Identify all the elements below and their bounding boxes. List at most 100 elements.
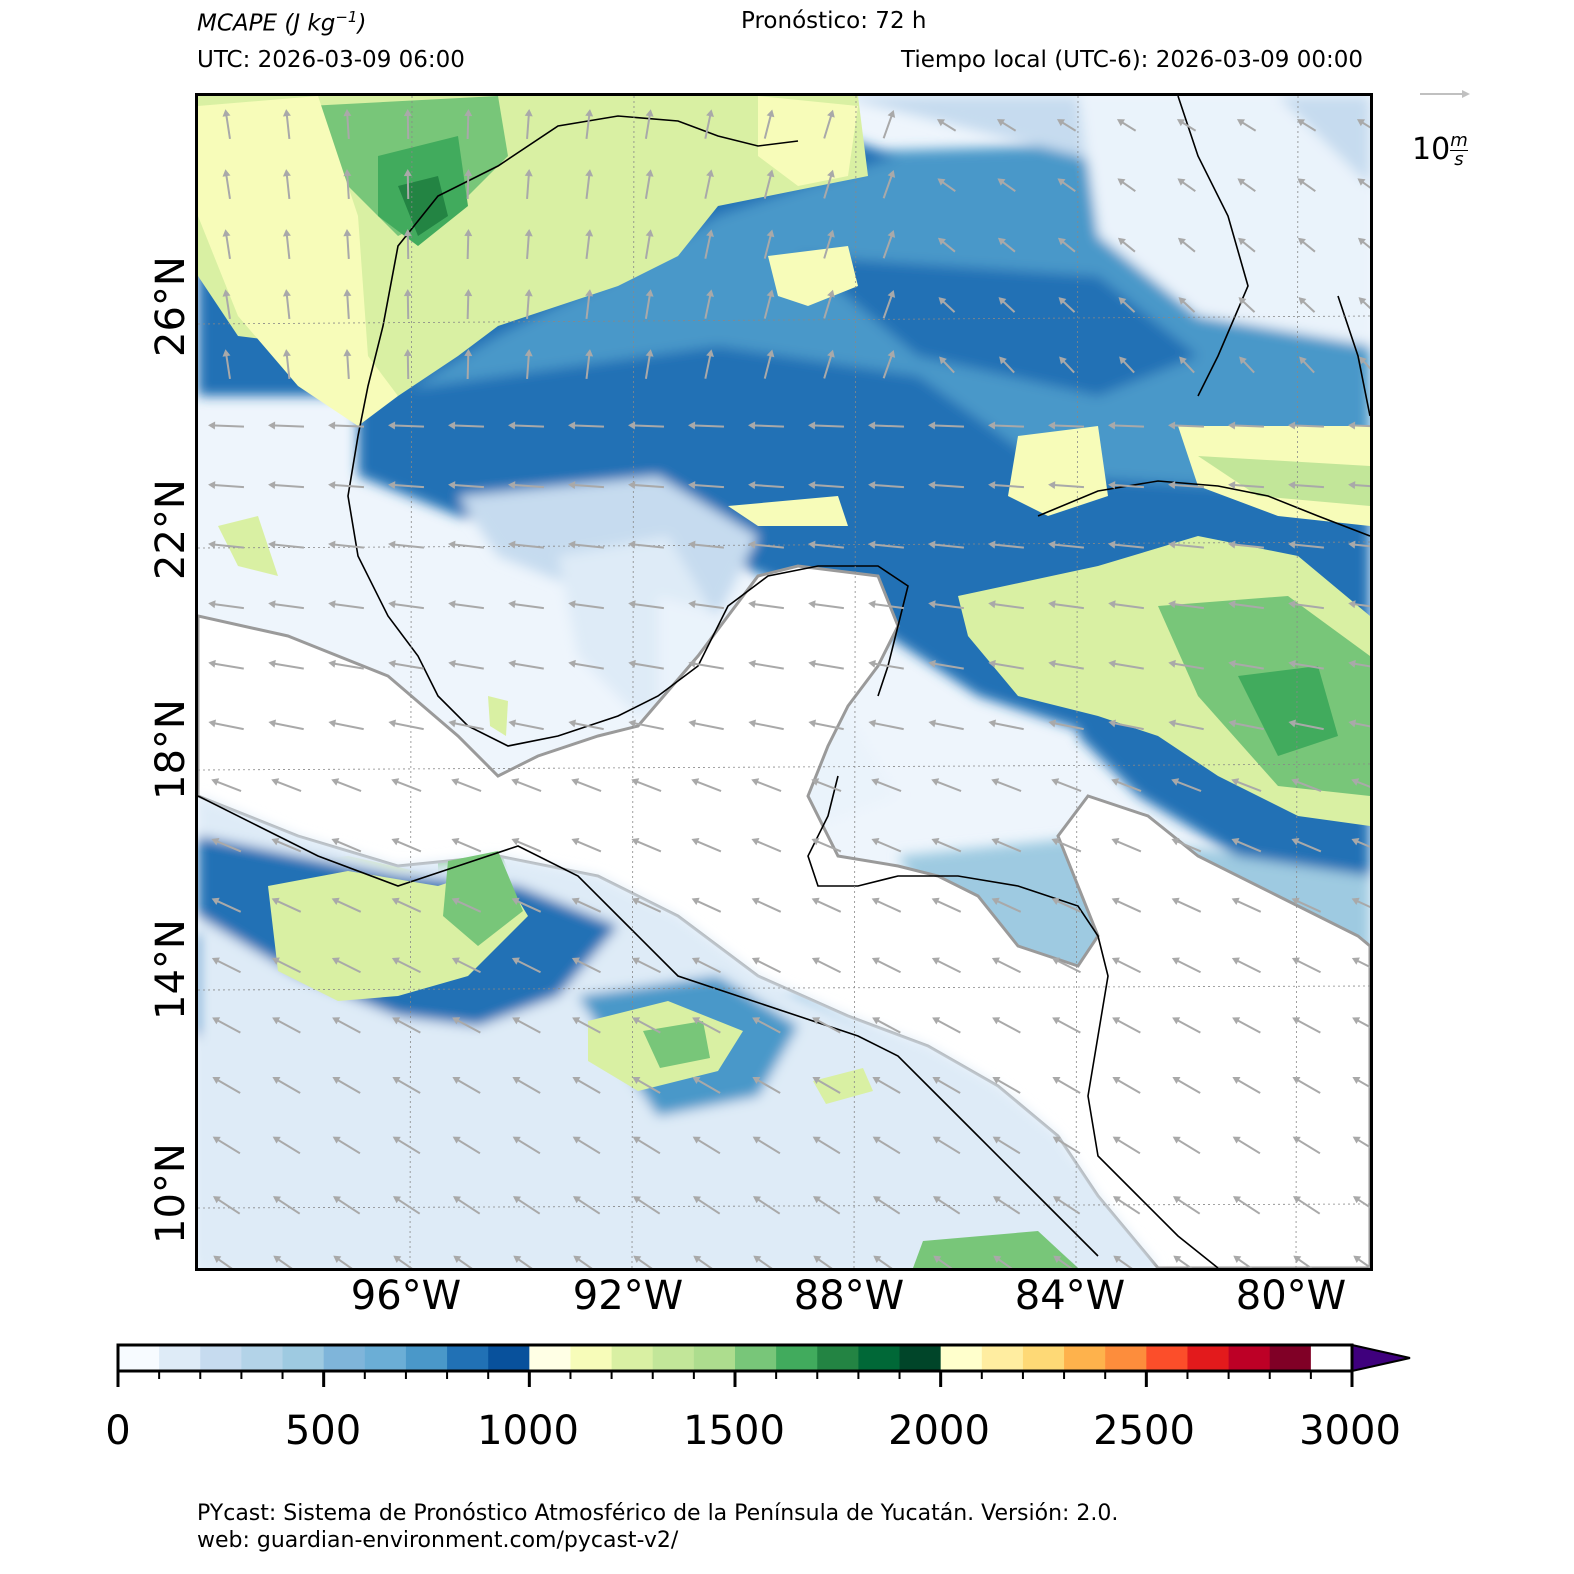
wind-arrow-shaft [931,543,965,549]
wind-arrow-head [332,1017,341,1025]
wind-arrow-shaft [275,1018,301,1034]
wind-arrow-shaft [394,899,422,913]
wind-arrow-shaft [455,1137,481,1155]
wind-arrow-head [645,289,654,297]
footer-credit: PYcast: Sistema de Pronóstico Atmosféric… [197,1501,1119,1526]
wind-arrow-head [512,1196,521,1204]
wind-arrow-head [1352,1017,1361,1025]
wind-arrow-head [568,600,576,609]
wind-arrow-shaft [931,424,965,428]
wind-arrow-shaft [214,839,242,853]
wind-arrow-shaft [1235,1137,1261,1155]
wind-arrow-shaft [811,543,845,549]
wind-arrow-head [997,237,1006,246]
colorbar-tick-500: 500 [284,1408,362,1454]
wind-arrow-head [887,289,896,298]
wind-arrow-shaft [585,352,591,380]
wind-arrow-head [872,1196,881,1204]
wind-arrow-shaft [751,483,785,489]
wind-arrow-head [1173,1255,1182,1263]
wind-arrow-head [632,1077,641,1085]
wind-arrow-shaft [631,483,665,489]
wind-arrow-head [1353,1255,1362,1263]
colorbar-cell [1269,1345,1312,1371]
colorbar-cell [241,1345,284,1371]
wind-arrow-head [1057,237,1066,246]
wind-arrow-head [1168,600,1176,609]
colorbar-cell [1105,1345,1147,1371]
colorbar-cell [364,1345,407,1371]
wind-arrow-shaft [934,839,962,853]
wind-arrow-head [1111,778,1120,786]
wind-arrow-head [511,897,520,906]
wind-arrow-head [645,229,654,237]
wind-arrow-shaft [271,543,305,549]
wind-arrow-shaft [212,721,244,731]
wind-arrow-head [752,1077,761,1085]
wind-arrow-shaft [274,839,302,853]
wind-arrow-shaft [514,899,542,913]
wind-arrow-shaft [346,292,350,320]
colorbar-cell [529,1345,571,1371]
wind-arrow-head [992,1136,1001,1144]
wind-arrow-shaft [882,113,894,139]
wind-arrow-shaft [755,1078,781,1094]
wind-arrow-head [343,109,352,117]
wind-arrow-head [1048,719,1057,728]
wind-arrow-shaft [395,1078,421,1094]
wind-arrow-head [1358,297,1367,305]
wind-arrow-head [688,719,697,728]
wind-arrow-head [451,957,460,965]
wind-arrow-head [1232,1017,1241,1025]
colorbar-cell [899,1345,942,1371]
wind-arrow-shaft [754,899,782,913]
wind-arrow-shaft [455,1197,481,1215]
wind-arrow-head [388,600,396,609]
wind-arrow-head [331,897,340,906]
wind-arrow-head [873,1255,882,1263]
wind-arrow-shaft [692,721,724,731]
wind-arrow-head [632,1196,641,1204]
colorbar-tick-1500: 1500 [683,1408,785,1454]
wind-arrow-shaft [455,1257,473,1268]
wind-arrow-shaft [346,172,350,200]
wind-arrow-head [1231,897,1240,906]
wind-arrow-head [868,659,876,668]
wind-arrow-head [388,540,396,549]
wind-arrow-head [997,178,1006,186]
wind-arrow-head [1168,540,1176,549]
lat-label-22n: 22°N [148,479,194,580]
wind-arrow-shaft [752,721,784,731]
wind-arrow-shaft [574,839,602,853]
wind-arrow-shaft [1295,1137,1321,1155]
wind-arrow-shaft [272,602,304,610]
wind-arrow-shaft [823,113,833,139]
wind-arrow-shaft [452,721,484,731]
wind-arrow-head [452,1136,461,1144]
wind-arrow-shaft [1111,424,1145,428]
wind-arrow-shaft [814,899,842,913]
wind-arrow-shaft [335,958,361,974]
wind-arrow-shaft [572,662,604,670]
wind-arrow-head [403,229,412,237]
wind-arrow-head [988,421,996,430]
wind-arrow-shaft [815,1018,841,1034]
wind-arrow-head [706,229,714,238]
wind-arrow-head [871,778,880,786]
wind-arrow-shaft [212,662,244,670]
wind-arrow-shaft [991,543,1025,549]
wind-arrow-shaft [935,1137,961,1155]
wind-arrow-head [1357,237,1366,246]
wind-arrow-shaft [934,780,962,792]
wind-arrow-head [453,1255,462,1263]
wind-arrow-head [868,481,876,490]
quiver-unit-denominator: s [1454,149,1464,170]
wind-arrow-head [751,838,760,846]
wind-arrow-head [211,778,220,786]
wind-arrow-shaft [335,1078,361,1094]
wind-arrow-head [1119,356,1127,365]
wind-arrow-head [691,897,700,906]
wind-arrow-shaft [763,353,773,379]
wind-arrow-shaft [1355,958,1370,969]
wind-arrow-shaft [575,1018,601,1034]
